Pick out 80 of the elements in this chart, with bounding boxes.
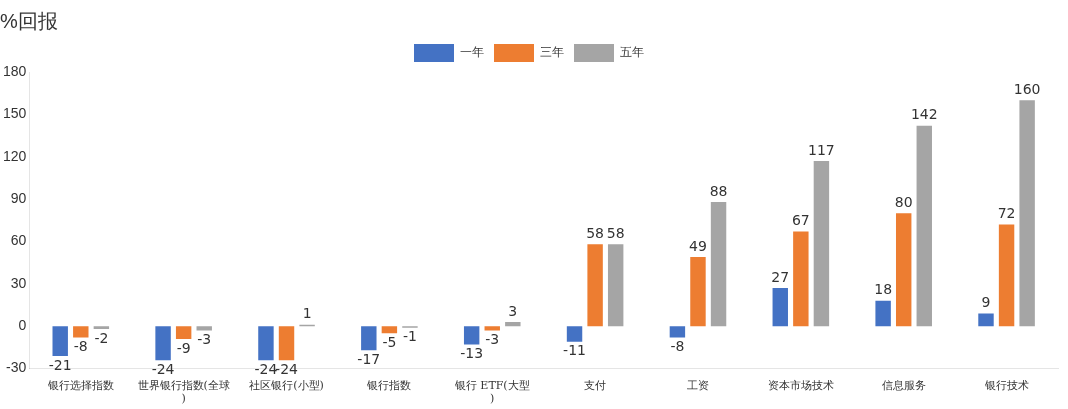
- data-label: 49: [689, 237, 707, 254]
- x-tick-label: 资本市场技术: [767, 379, 834, 393]
- y-tick-label: 90: [10, 189, 27, 206]
- chart-title: %回报: [0, 9, 58, 32]
- bar: [484, 326, 500, 331]
- bar: [690, 257, 706, 327]
- y-tick-label: -30: [6, 359, 27, 376]
- bar: [998, 224, 1015, 327]
- data-label: -24: [254, 360, 278, 377]
- y-tick-label: 150: [3, 105, 27, 122]
- data-label: -5: [382, 333, 397, 350]
- x-tick-label: 银行指数: [366, 379, 412, 393]
- data-label: -24: [275, 360, 299, 377]
- data-label: 58: [606, 224, 625, 241]
- bar: [463, 326, 480, 345]
- x-tick-label: 社区银行(小型): [249, 379, 324, 393]
- bar: [607, 244, 624, 327]
- data-label: 88: [709, 182, 728, 199]
- bar: [196, 326, 212, 331]
- bar: [772, 288, 788, 327]
- bar: [52, 326, 68, 356]
- data-label: 58: [586, 224, 605, 241]
- data-label: -3: [485, 331, 500, 348]
- data-label: -17: [357, 350, 381, 367]
- bar: [361, 326, 377, 351]
- x-tick-label: 银行 ETF(大型): [453, 379, 530, 406]
- bar: [793, 231, 809, 327]
- x-tick-label: 支付: [584, 379, 607, 393]
- data-label: -2: [94, 329, 109, 346]
- data-label: 18: [874, 281, 893, 298]
- bar: [710, 201, 727, 327]
- data-label: -11: [563, 342, 586, 359]
- bar: [916, 125, 932, 327]
- y-tick-label: 120: [3, 147, 27, 164]
- bar: [813, 160, 830, 327]
- data-label: -3: [197, 331, 212, 348]
- legend-label: 五年: [620, 45, 644, 60]
- bar: [895, 213, 912, 327]
- x-tick-label: 信息服务: [881, 379, 926, 393]
- y-tick-label: 30: [10, 274, 27, 291]
- x-tick-label: 银行技术: [983, 379, 1029, 393]
- bar: [669, 326, 686, 338]
- data-label: 142: [910, 106, 938, 123]
- data-label: -9: [176, 339, 191, 356]
- x-tick-label: 工资: [686, 379, 709, 393]
- bar: [381, 326, 398, 334]
- bar: [278, 326, 295, 361]
- data-label: -13: [460, 345, 484, 362]
- data-label: 117: [808, 141, 835, 158]
- data-label: 80: [894, 193, 913, 210]
- data-label: 3: [508, 302, 518, 319]
- data-label: -24: [151, 360, 175, 377]
- bar: [978, 313, 994, 327]
- bar: [93, 326, 110, 330]
- bar: [875, 300, 891, 327]
- legend-label: 一年: [460, 45, 484, 60]
- data-label: -1: [402, 328, 417, 345]
- bar: [566, 326, 583, 342]
- legend-label: 三年: [540, 45, 564, 60]
- data-label: -8: [73, 338, 88, 355]
- data-label: 1: [302, 305, 312, 322]
- data-label: 160: [1013, 80, 1041, 97]
- data-label: -8: [670, 338, 685, 355]
- x-tick-label: 世界银行指数(全球): [137, 379, 230, 406]
- data-label: 67: [791, 212, 810, 229]
- bar: [175, 326, 192, 339]
- bar: [155, 326, 171, 361]
- data-label: 27: [771, 268, 790, 285]
- y-tick-label: 0: [18, 317, 27, 334]
- bar: [73, 326, 89, 338]
- data-label: 9: [981, 294, 991, 311]
- y-tick-label: 60: [10, 232, 27, 249]
- bar: [505, 321, 521, 327]
- data-label: -21: [48, 356, 72, 373]
- bar: [587, 244, 603, 327]
- x-tick-label: 银行选择指数: [46, 379, 114, 393]
- y-tick-label: 180: [3, 62, 27, 79]
- data-label: 72: [997, 205, 1016, 222]
- bar: [258, 326, 274, 361]
- bar: [1019, 100, 1035, 327]
